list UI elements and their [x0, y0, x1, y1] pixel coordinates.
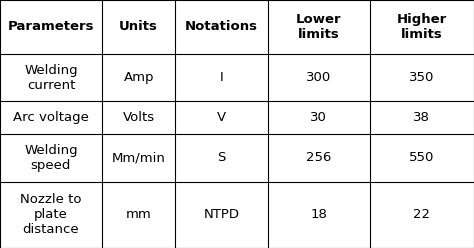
Text: V: V: [217, 111, 226, 124]
Text: Arc voltage: Arc voltage: [13, 111, 89, 124]
Text: Mm/min: Mm/min: [112, 151, 165, 164]
Text: mm: mm: [126, 208, 152, 221]
Text: 38: 38: [413, 111, 430, 124]
Text: Welding
current: Welding current: [24, 64, 78, 92]
Text: 256: 256: [306, 151, 331, 164]
Text: Volts: Volts: [123, 111, 155, 124]
Text: 30: 30: [310, 111, 327, 124]
Text: I: I: [220, 71, 223, 84]
Text: Nozzle to
plate
distance: Nozzle to plate distance: [20, 193, 82, 236]
Text: Units: Units: [119, 20, 158, 33]
Text: 300: 300: [306, 71, 331, 84]
Text: Parameters: Parameters: [8, 20, 94, 33]
Text: Welding
speed: Welding speed: [24, 144, 78, 172]
Text: 18: 18: [310, 208, 327, 221]
Text: S: S: [218, 151, 226, 164]
Text: 550: 550: [409, 151, 435, 164]
Text: Amp: Amp: [123, 71, 154, 84]
Text: Higher
limits: Higher limits: [397, 13, 447, 41]
Text: 22: 22: [413, 208, 430, 221]
Text: Lower
limits: Lower limits: [296, 13, 342, 41]
Text: Notations: Notations: [185, 20, 258, 33]
Text: NTPD: NTPD: [204, 208, 239, 221]
Text: 350: 350: [409, 71, 435, 84]
